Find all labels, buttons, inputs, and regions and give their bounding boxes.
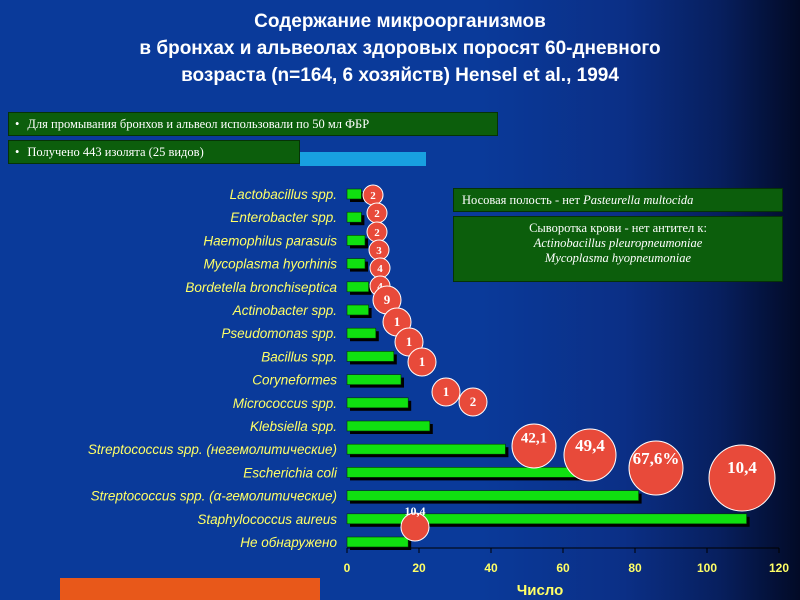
bullet-icon: • (15, 117, 20, 131)
category-label: Bordetella bronchiseptica (185, 280, 337, 295)
x-axis-label: Число (517, 582, 564, 599)
data-label: 1 (406, 334, 413, 349)
x-tick-label: 60 (556, 561, 570, 575)
data-label-bubble (511, 423, 557, 469)
title-line-1: Содержание микроорганизмов (254, 11, 546, 32)
category-label: Klebsiella spp. (250, 419, 337, 434)
category-label: Bacillus spp. (261, 349, 337, 364)
category-label: Micrococcus spp. (233, 396, 337, 411)
bar (346, 420, 431, 432)
category-label: Lactobacillus spp. (230, 187, 337, 202)
data-label-bubble (563, 428, 617, 482)
data-label: 4 (377, 281, 383, 293)
category-label: Mycoplasma hyorhinis (203, 257, 337, 272)
data-label: 1 (419, 354, 426, 369)
bar (346, 211, 362, 223)
x-tick-label: 100 (697, 561, 717, 575)
note-isolates: • Получено 443 изолята (25 видов) (8, 140, 300, 164)
note-nasal: Носовая полость - нет Pasteurella multoc… (453, 188, 783, 212)
x-tick-label: 0 (344, 561, 351, 575)
bar (346, 235, 366, 246)
data-label: 2 (374, 208, 380, 220)
data-label-bubble (431, 377, 461, 407)
note-isolates-text: Получено 443 изолята (25 видов) (27, 145, 204, 159)
category-label: Enterobacter spp. (230, 210, 337, 225)
data-label: 10,4 (405, 504, 426, 518)
category-label: Streptococcus spp. (негемолитические) (88, 442, 337, 457)
data-label-bubble (458, 387, 488, 417)
bar (346, 467, 596, 478)
category-label: Escherichia coli (243, 465, 338, 480)
data-label: 2 (470, 394, 477, 409)
data-label: 4 (377, 263, 383, 275)
bar (346, 351, 395, 362)
bar (346, 397, 409, 409)
note-nasal-species: Pasteurella multocida (583, 193, 694, 207)
data-label-bubble (628, 440, 684, 496)
title-line-2: в бронхах и альвеолах здоровых поросят 6… (139, 38, 661, 59)
note-serum: Сыворотка крови - нет антител к: Actinob… (453, 216, 783, 282)
data-label-bubble (407, 347, 437, 377)
bar (346, 258, 366, 269)
bar (346, 188, 362, 200)
note-nasal-text: Носовая полость - нет (462, 193, 584, 207)
data-label: 10,4 (727, 458, 757, 477)
data-label: 49,4 (575, 436, 605, 455)
x-tick-label: 120 (769, 561, 789, 575)
category-label: Haemophilus parasuis (203, 233, 337, 248)
bar (346, 327, 377, 339)
category-label: Staphylococcus aureus (197, 512, 337, 527)
category-label: Не обнаружено (240, 535, 337, 550)
note-serum-species-2: Mycoplasma hyopneumoniae (544, 251, 692, 265)
data-label: 2 (370, 190, 376, 202)
bar (346, 536, 409, 548)
category-label: Streptococcus spp. (α-гемолитические) (91, 489, 337, 504)
data-label-bubble (400, 512, 430, 542)
x-tick-label: 20 (412, 561, 426, 575)
title-line-3: возраста (n=164, 6 хозяйств) Hensel et a… (181, 65, 619, 86)
bar (346, 443, 506, 455)
category-label: Pseudomonas spp. (221, 326, 337, 341)
data-label: 1 (394, 314, 401, 329)
page-title: Содержание микроорганизмов в бронхах и а… (0, 8, 800, 89)
bar (346, 490, 639, 501)
data-label: 3 (376, 245, 382, 257)
bullet-icon: • (15, 145, 20, 159)
category-label: Coryneformes (252, 373, 337, 388)
bar (346, 374, 402, 385)
decorative-strip (300, 152, 426, 166)
bar (346, 304, 369, 316)
data-label: 2 (374, 227, 380, 239)
data-label: 42,1 (521, 431, 547, 447)
category-label: Actinobacter spp. (232, 303, 337, 318)
note-lavage-text: Для промывания бронхов и альвеол использ… (27, 117, 370, 131)
x-tick-label: 80 (628, 561, 642, 575)
note-lavage: • Для промывания бронхов и альвеол исполь… (8, 112, 498, 136)
data-label: 67,6% (633, 449, 680, 468)
bar (346, 513, 747, 525)
decorative-footer-bar (60, 578, 320, 600)
note-serum-text: Сыворотка крови - нет антител к: (529, 221, 707, 235)
x-tick-label: 40 (484, 561, 498, 575)
data-label-bubble (708, 444, 776, 512)
data-label: 1 (443, 384, 450, 399)
note-serum-species-1: Actinobacillus pleuropneumoniae (533, 236, 703, 250)
bar (346, 281, 369, 293)
data-label: 9 (384, 292, 391, 307)
